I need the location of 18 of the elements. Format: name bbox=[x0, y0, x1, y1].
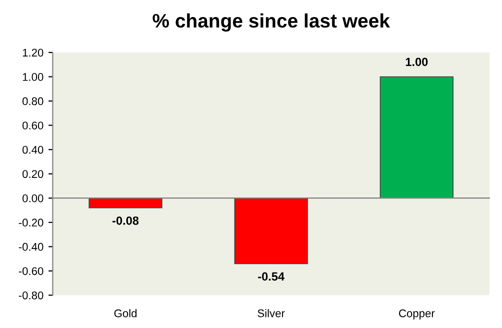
y-tick-label: -0.40 bbox=[18, 242, 44, 251]
data-label: -0.08 bbox=[112, 216, 139, 225]
y-tick-label: 1.00 bbox=[22, 73, 44, 81]
data-label: -0.54 bbox=[258, 272, 284, 281]
y-tick-label: 0.80 bbox=[22, 97, 44, 106]
y-tick-label: 0.40 bbox=[22, 146, 44, 154]
y-tick-label: -0.80 bbox=[18, 291, 44, 300]
chart-title: % change since last week bbox=[152, 13, 390, 32]
y-tick-label: 0.60 bbox=[22, 122, 44, 130]
y-tick-label: -0.20 bbox=[18, 218, 44, 227]
data-label: 1.00 bbox=[406, 58, 428, 66]
y-tick-label: 1.20 bbox=[22, 48, 44, 57]
x-tick-label: Gold bbox=[114, 309, 137, 318]
y-tick-label: -0.60 bbox=[18, 267, 44, 276]
x-tick-label: Copper bbox=[399, 309, 435, 320]
y-tick-label: 0.00 bbox=[22, 194, 44, 202]
y-tick-label: 0.20 bbox=[22, 170, 44, 178]
x-tick-label: Silver bbox=[258, 309, 285, 318]
